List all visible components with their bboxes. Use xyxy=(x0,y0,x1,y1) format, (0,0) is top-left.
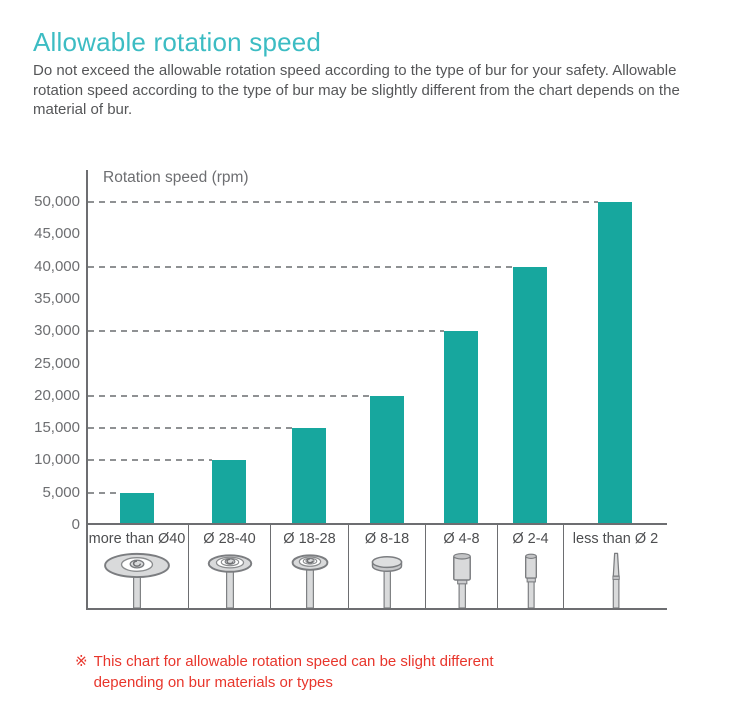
category-cell: Ø 2-4 xyxy=(497,525,563,608)
category-label: Ø 4-8 xyxy=(443,531,480,547)
category-cell: less than Ø 2 xyxy=(563,525,667,608)
category-label: Ø 18-28 xyxy=(283,531,336,547)
category-label: less than Ø 2 xyxy=(572,531,659,547)
button-disc-bur-icon xyxy=(371,556,403,608)
category-label: Ø 28-40 xyxy=(203,531,256,547)
y-tick-label: 50,000 xyxy=(34,193,80,210)
y-tick-label: 0 xyxy=(71,516,80,533)
dashed-gridline xyxy=(88,427,292,430)
bar-6 xyxy=(513,266,547,525)
dashed-gridline xyxy=(88,459,212,462)
category-label: Ø 2-4 xyxy=(512,531,549,547)
page-title: Allowable rotation speed xyxy=(33,27,322,57)
category-label: more than Ø40 xyxy=(88,531,186,547)
large-disc-bur-icon xyxy=(104,552,170,608)
dashed-gridline xyxy=(88,491,120,494)
bar-4 xyxy=(369,395,404,525)
cylinder-bur-icon xyxy=(452,552,471,608)
y-tick-label: 20,000 xyxy=(34,386,80,404)
medium-disc-bur-icon xyxy=(207,554,252,608)
y-axis-title: Rotation speed (rpm) xyxy=(103,169,249,186)
y-tick-label: 15,000 xyxy=(34,419,80,437)
y-tick-label: 10,000 xyxy=(34,451,80,469)
y-tick-label: 40,000 xyxy=(34,257,80,275)
category-label: Ø 8-18 xyxy=(364,531,410,547)
small-cylinder-bur-icon xyxy=(524,553,537,608)
footnote-text: This chart for allowable rotation speed … xyxy=(93,653,494,691)
dashed-gridline xyxy=(88,201,598,203)
intro-text: Do not exceed the allowable rotation spe… xyxy=(33,62,680,118)
category-cell: more than Ø40 xyxy=(86,525,188,608)
x-axis-line xyxy=(86,523,667,525)
category-row-bottom-line xyxy=(86,608,667,610)
dashed-gridline xyxy=(88,330,444,333)
needle-bur-icon xyxy=(611,552,620,608)
y-tick-label: 5,000 xyxy=(42,483,80,501)
y-tick-label: 25,000 xyxy=(34,354,80,372)
category-cell: Ø 4-8 xyxy=(425,525,497,608)
dashed-gridline xyxy=(88,265,513,268)
y-tick-label: 30,000 xyxy=(34,322,80,340)
reference-mark: ※ xyxy=(75,653,88,670)
y-tick-label: 45,000 xyxy=(34,225,80,243)
footnote: ※ This chart for allowable rotation spee… xyxy=(75,651,552,693)
category-cell: Ø 8-18 xyxy=(348,525,425,608)
small-disc-bur-icon xyxy=(291,554,328,608)
bar-1 xyxy=(120,492,154,525)
bar-5 xyxy=(444,331,478,525)
dashed-gridline xyxy=(88,394,370,397)
y-tick-label: 35,000 xyxy=(34,289,80,307)
category-cell: Ø 18-28 xyxy=(270,525,348,608)
bar-7 xyxy=(598,202,632,525)
y-axis-line xyxy=(86,170,88,610)
bar-2 xyxy=(212,460,246,525)
bar-3 xyxy=(292,428,326,525)
category-cell: Ø 28-40 xyxy=(188,525,270,608)
